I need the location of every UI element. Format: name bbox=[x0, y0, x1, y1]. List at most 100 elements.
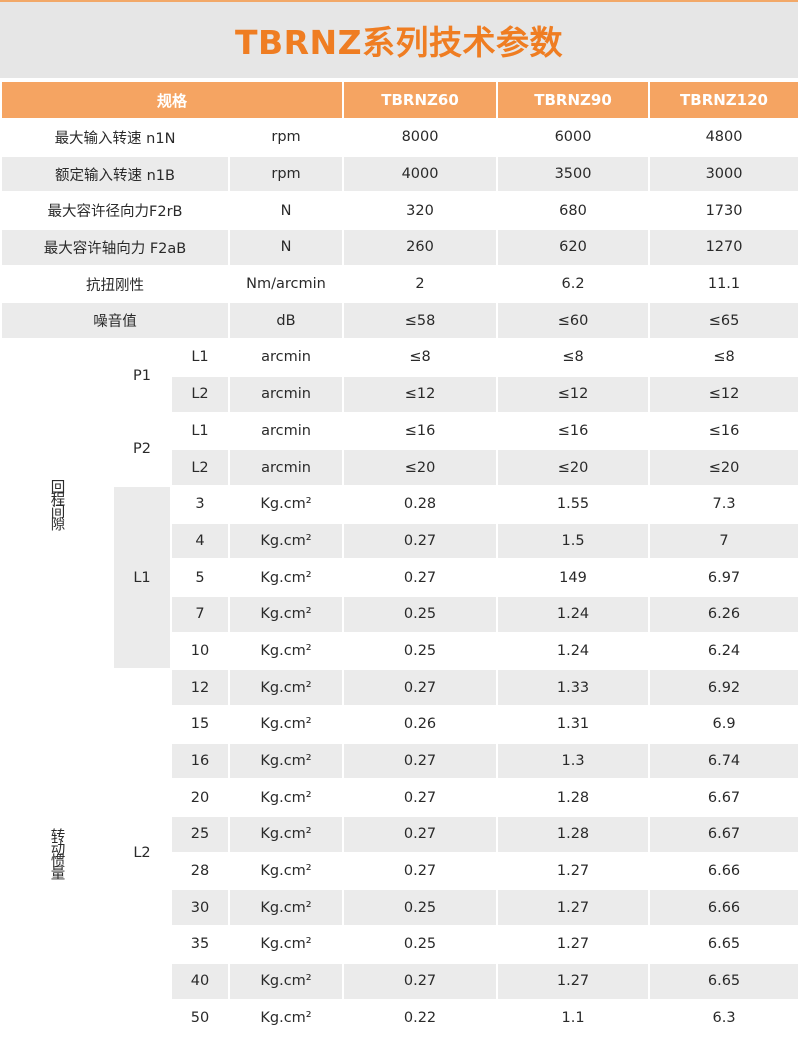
value-cell: 1.27 bbox=[496, 961, 651, 1001]
stage-cell: L2 bbox=[170, 448, 230, 487]
value-cell: 6000 bbox=[496, 118, 651, 157]
value-cell: 0.27 bbox=[342, 521, 499, 561]
table-row: 25 Kg.cm² 0.27 1.28 6.67 bbox=[1, 815, 798, 854]
table-row: 20 Kg.cm² 0.27 1.28 6.67 bbox=[1, 778, 798, 818]
value-cell: 0.25 bbox=[342, 631, 499, 671]
table-row: 最大容许径向力F2rB N 320 680 1730 bbox=[0, 191, 798, 231]
value-cell: 6.26 bbox=[648, 594, 798, 634]
value-cell: 1.28 bbox=[496, 815, 651, 854]
value-cell: 0.27 bbox=[342, 741, 499, 781]
value-cell: 620 bbox=[496, 228, 651, 267]
value-cell: 1.27 bbox=[496, 925, 651, 964]
value-cell: 6.74 bbox=[648, 741, 798, 781]
value-cell: 6.67 bbox=[648, 815, 798, 854]
unit-cell: Kg.cm² bbox=[227, 631, 345, 671]
table-row: 50 Kg.cm² 0.22 1.1 6.3 bbox=[1, 998, 798, 1037]
table-row: L2 arcmin ≤12 ≤12 ≤12 bbox=[1, 374, 798, 414]
value-cell: ≤16 bbox=[648, 411, 798, 451]
value-cell: 6.24 bbox=[648, 631, 798, 671]
table-row: 最大输入转速 n1N rpm 8000 6000 4800 bbox=[0, 118, 798, 157]
table-row: 额定输入转速 n1B rpm 4000 3500 3000 bbox=[0, 154, 798, 194]
table-row: 5 Kg.cm² 0.27 149 6.97 bbox=[1, 558, 798, 597]
value-cell: 0.25 bbox=[342, 925, 499, 964]
unit-cell: Kg.cm² bbox=[227, 888, 345, 928]
table-row: 16 Kg.cm² 0.27 1.3 6.74 bbox=[1, 741, 798, 781]
spec-label: 最大容许径向力F2rB bbox=[0, 191, 230, 231]
header-row: 规格 TBRNZ60 TBRNZ90 TBRNZ120 bbox=[0, 80, 798, 120]
unit-cell: Kg.cm² bbox=[227, 668, 345, 707]
table-row: L1 3 Kg.cm² 0.28 1.55 7.3 bbox=[1, 484, 798, 671]
spec-label: 最大输入转速 n1N bbox=[0, 118, 230, 157]
unit-cell: arcmin bbox=[227, 338, 345, 377]
value-cell: 680 bbox=[496, 191, 651, 231]
value-cell: ≤16 bbox=[342, 411, 499, 451]
value-cell: 0.27 bbox=[342, 668, 499, 707]
value-cell: 1.24 bbox=[496, 594, 651, 634]
ratio-cell: 10 bbox=[170, 631, 230, 671]
value-cell: ≤12 bbox=[648, 374, 798, 414]
value-cell: 1730 bbox=[648, 191, 798, 231]
value-cell: 149 bbox=[496, 558, 651, 597]
table-row: 回程间隙 P1 L1 arcmin ≤8 ≤8 ≤8 bbox=[0, 338, 798, 671]
unit-cell: Kg.cm² bbox=[227, 558, 345, 597]
header-model: TBRNZ120 bbox=[648, 80, 798, 120]
value-cell: 0.27 bbox=[342, 558, 499, 597]
value-cell: ≤8 bbox=[496, 338, 651, 377]
value-cell: 1.27 bbox=[496, 888, 651, 928]
value-cell: 0.25 bbox=[342, 594, 499, 634]
value-cell: 320 bbox=[342, 191, 499, 231]
ratio-cell: 5 bbox=[170, 558, 230, 597]
value-cell: 1.27 bbox=[496, 851, 651, 891]
unit-cell: Kg.cm² bbox=[227, 741, 345, 781]
value-cell: 1.28 bbox=[496, 778, 651, 818]
value-cell: 2 bbox=[342, 264, 499, 304]
value-cell: 6.66 bbox=[648, 888, 798, 928]
table-row: 7 Kg.cm² 0.25 1.24 6.26 bbox=[1, 594, 798, 634]
unit-cell: rpm bbox=[227, 154, 345, 194]
table-row: L2 arcmin ≤20 ≤20 ≤20 bbox=[1, 448, 798, 487]
unit-cell: Kg.cm² bbox=[227, 815, 345, 854]
table-row: 40 Kg.cm² 0.27 1.27 6.65 bbox=[1, 961, 798, 1001]
stage-cell: L1 bbox=[170, 411, 230, 451]
unit-cell: Nm/arcmin bbox=[227, 264, 345, 304]
value-cell: 6.65 bbox=[648, 925, 798, 964]
table-row: 10 Kg.cm² 0.25 1.24 6.24 bbox=[1, 631, 798, 671]
value-cell: 7 bbox=[648, 521, 798, 561]
ratio-cell: 12 bbox=[170, 668, 230, 707]
stage-cell: L2 bbox=[170, 374, 230, 414]
value-cell: 0.27 bbox=[342, 851, 499, 891]
value-cell: 6.9 bbox=[648, 705, 798, 744]
value-cell: 260 bbox=[342, 228, 499, 267]
spec-label: 额定输入转速 n1B bbox=[0, 154, 230, 194]
value-cell: 6.2 bbox=[496, 264, 651, 304]
inertia-label: 转动惯量 bbox=[0, 668, 114, 1037]
value-cell: ≤65 bbox=[648, 301, 798, 341]
stage-group-label: L1 bbox=[112, 484, 172, 671]
ratio-cell: 40 bbox=[170, 961, 230, 1001]
table-row: 噪音值 dB ≤58 ≤60 ≤65 bbox=[0, 301, 798, 341]
ratio-cell: 7 bbox=[170, 594, 230, 634]
value-cell: ≤12 bbox=[496, 374, 651, 414]
ratio-cell: 3 bbox=[170, 484, 230, 524]
ratio-cell: 35 bbox=[170, 925, 230, 964]
unit-cell: Kg.cm² bbox=[227, 998, 345, 1037]
header-model: TBRNZ60 bbox=[342, 80, 499, 120]
value-cell: ≤58 bbox=[342, 301, 499, 341]
value-cell: 0.25 bbox=[342, 888, 499, 928]
unit-cell: Kg.cm² bbox=[227, 521, 345, 561]
value-cell: 11.1 bbox=[648, 264, 798, 304]
value-cell: 4800 bbox=[648, 118, 798, 157]
unit-cell: arcmin bbox=[227, 448, 345, 487]
value-cell: 0.28 bbox=[342, 484, 499, 524]
value-cell: 6.92 bbox=[648, 668, 798, 707]
value-cell: 1.33 bbox=[496, 668, 651, 707]
value-cell: ≤60 bbox=[496, 301, 651, 341]
unit-cell: Kg.cm² bbox=[227, 594, 345, 634]
value-cell: 1.24 bbox=[496, 631, 651, 671]
table-row: 28 Kg.cm² 0.27 1.27 6.66 bbox=[1, 851, 798, 891]
unit-cell: Kg.cm² bbox=[227, 484, 345, 524]
unit-cell: rpm bbox=[227, 118, 345, 157]
ratio-cell: 50 bbox=[170, 998, 230, 1037]
ratio-cell: 16 bbox=[170, 741, 230, 781]
unit-cell: arcmin bbox=[227, 411, 345, 451]
